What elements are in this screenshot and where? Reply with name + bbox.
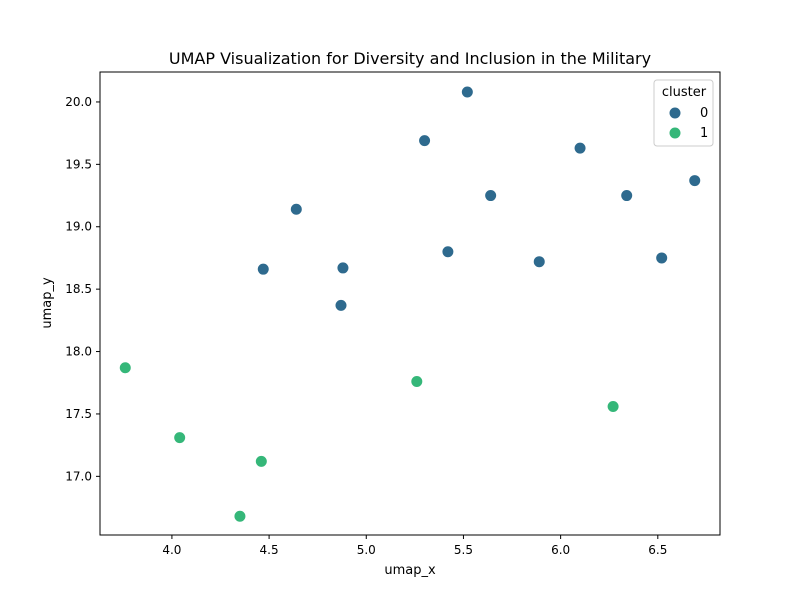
legend: cluster 01 (653, 79, 714, 147)
y-axis-label: umap_y (40, 277, 55, 329)
data-point-cluster-1 (254, 454, 268, 468)
x-axis: 4.0 4.5 5.0 5.5 6.0 6.5 (162, 535, 667, 557)
legend-label: 1 (700, 126, 708, 141)
data-point-cluster-0 (573, 141, 587, 155)
plot-frame (99, 71, 721, 536)
data-point-cluster-1 (606, 399, 620, 413)
legend-title: cluster (662, 85, 707, 100)
legend-marker (668, 106, 682, 120)
y-tick-label: 17.0 (65, 469, 92, 483)
data-point-cluster-0 (336, 261, 350, 275)
y-tick-label: 17.5 (65, 407, 92, 421)
data-point-cluster-0 (256, 262, 270, 276)
x-tick-label: 6.0 (551, 543, 570, 557)
data-point-cluster-0 (688, 174, 702, 188)
legend-label: 0 (700, 106, 708, 121)
x-axis-label: umap_x (384, 563, 436, 578)
plot-area: 4.0 4.5 5.0 5.5 6.0 6.5 17.017.518.018.519.01… (65, 71, 721, 557)
data-point-cluster-0 (289, 202, 303, 216)
x-tick-label: 4.5 (260, 543, 279, 557)
data-point-cluster-0 (620, 189, 634, 203)
legend-box (653, 79, 714, 147)
data-point-cluster-0 (441, 245, 455, 259)
legend-entries: 01 (668, 106, 708, 141)
data-point-cluster-1 (118, 361, 132, 375)
y-tick-label: 18.0 (65, 345, 92, 359)
x-tick-label: 4.0 (162, 543, 181, 557)
x-tick-label: 5.0 (357, 543, 376, 557)
y-tick-label: 20.0 (65, 95, 92, 109)
data-point-cluster-0 (334, 298, 348, 312)
data-points (118, 85, 702, 523)
chart-title: UMAP Visualization for Diversity and Inc… (169, 49, 651, 68)
legend-marker (668, 126, 682, 140)
data-point-cluster-1 (173, 431, 187, 445)
data-point-cluster-0 (532, 255, 546, 269)
data-point-cluster-0 (655, 251, 669, 265)
y-tick-label: 18.5 (65, 282, 92, 296)
data-point-cluster-0 (460, 85, 474, 99)
data-point-cluster-0 (484, 189, 498, 203)
data-point-cluster-0 (418, 134, 432, 148)
y-tick-label: 19.0 (65, 220, 92, 234)
x-tick-label: 5.5 (454, 543, 473, 557)
x-tick-label: 6.5 (648, 543, 667, 557)
data-point-cluster-1 (233, 509, 247, 523)
y-tick-label: 19.5 (65, 157, 92, 171)
y-axis: 17.0 17.5 18.0 18.5 19.0 19.5 20.0 (65, 95, 100, 483)
data-point-cluster-1 (410, 374, 424, 388)
